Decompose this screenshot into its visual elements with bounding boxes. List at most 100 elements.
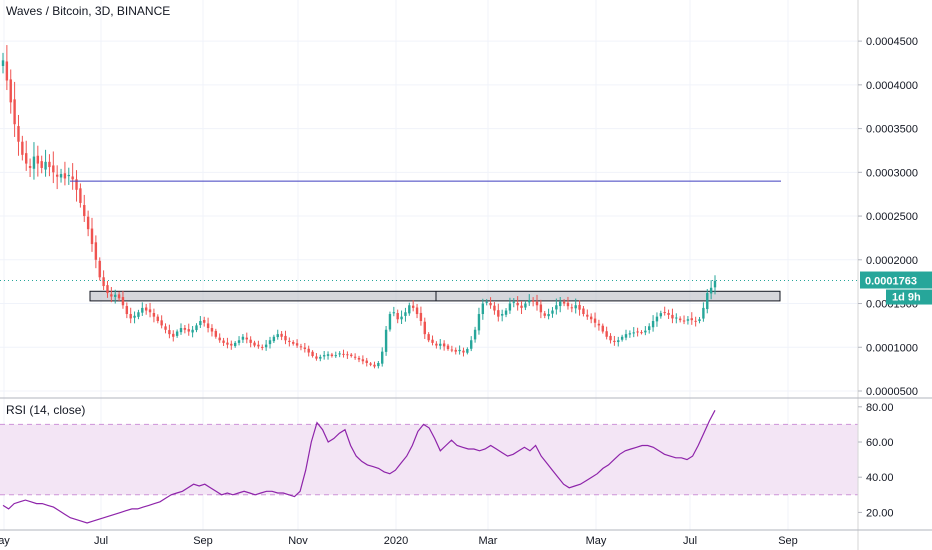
candle-body: [477, 314, 481, 331]
candle-body: [342, 353, 345, 355]
candle-body: [535, 301, 539, 306]
candle-body: [13, 99, 16, 125]
candle-body: [48, 161, 51, 168]
candle-body: [148, 309, 152, 313]
candle-body: [570, 307, 574, 309]
candle-body: [632, 332, 635, 334]
candle-body: [17, 126, 20, 142]
price-tick-label: 0.0002500: [866, 211, 918, 223]
candle-body: [586, 314, 589, 317]
candle-body: [555, 305, 558, 310]
candle-body: [288, 340, 291, 343]
candle-body: [280, 333, 283, 337]
time-tick-label: 2020: [384, 535, 408, 547]
candle-body: [671, 314, 674, 319]
price-tick-label: 0.0003500: [866, 124, 918, 136]
candle-body: [40, 161, 43, 168]
candle-body: [98, 260, 101, 278]
support-zone-rect: [89, 290, 781, 302]
candle-body: [144, 307, 148, 311]
overlay-lines: [0, 180, 858, 282]
candle-body: [203, 320, 206, 323]
support-zone: [89, 290, 781, 302]
candle-body: [284, 335, 287, 341]
candle-body: [473, 329, 477, 340]
candle-body: [702, 307, 705, 319]
price-tick-label: 0.0004500: [866, 36, 918, 48]
candle-body: [636, 331, 639, 333]
candle-body: [67, 174, 70, 177]
candle-body: [79, 188, 82, 203]
candle-body: [512, 301, 515, 303]
candle-body: [597, 323, 601, 326]
candle-body: [419, 312, 423, 322]
candle-body: [500, 314, 504, 316]
candle-body: [237, 340, 241, 343]
candle-body: [338, 353, 341, 355]
candle-body: [90, 228, 94, 245]
candle-body: [508, 303, 512, 311]
candle-body: [640, 332, 643, 334]
candle-body: [470, 340, 473, 349]
candle-body: [431, 339, 434, 343]
rsi-overbought-oversold-band: [0, 424, 858, 495]
candle-body: [667, 313, 670, 315]
candle-body: [330, 354, 334, 357]
candle-body: [295, 343, 299, 346]
candle-body: [644, 330, 647, 333]
candle-body: [458, 349, 461, 352]
candle-body: [617, 340, 620, 343]
candle-body: [63, 173, 67, 179]
candle-body: [350, 354, 353, 357]
candle-body: [427, 334, 430, 341]
candle-body: [651, 321, 655, 328]
candle-body: [485, 301, 488, 303]
candle-body: [384, 329, 388, 352]
candle-body: [493, 305, 496, 311]
candle-body: [559, 301, 562, 307]
candle-body: [392, 312, 396, 314]
candle-body: [574, 305, 577, 309]
candle-body: [481, 303, 485, 315]
time-tick-label: Nov: [288, 535, 308, 547]
candle-body: [346, 354, 349, 356]
candle-body: [125, 306, 129, 315]
candle-body: [365, 360, 368, 364]
candle-body: [516, 302, 519, 306]
candle-body: [164, 326, 167, 330]
candle-body: [315, 356, 318, 359]
candle-body: [5, 61, 9, 81]
candle-body: [628, 333, 632, 335]
candle-body: [690, 318, 693, 321]
candle-body: [566, 302, 570, 307]
candle-body: [589, 316, 593, 320]
countdown-tag: [886, 289, 932, 305]
last-price-tag: [860, 271, 932, 289]
candle-body: [353, 356, 357, 358]
candle-body: [601, 325, 604, 332]
candle-body: [307, 348, 310, 353]
candle-body: [233, 342, 237, 347]
candle-body: [582, 308, 585, 315]
price-tick-label: 0.0002000: [866, 255, 918, 267]
candle-body: [121, 297, 125, 306]
candle-body: [531, 300, 535, 302]
candle-body: [175, 331, 179, 336]
candle-body: [322, 355, 326, 357]
candle-body: [129, 314, 132, 319]
candle-body: [694, 320, 697, 322]
candle-body: [152, 313, 156, 317]
candle-body: [292, 342, 295, 344]
candle-body: [454, 349, 457, 352]
candle-body: [528, 300, 531, 303]
candle-body: [446, 345, 450, 350]
candle-body: [36, 155, 40, 164]
candle-body: [214, 330, 218, 337]
candle-body: [415, 307, 419, 315]
candle-body: [257, 344, 260, 347]
candle-body: [605, 331, 608, 337]
candle-body: [648, 326, 651, 331]
candle-body: [241, 336, 245, 340]
